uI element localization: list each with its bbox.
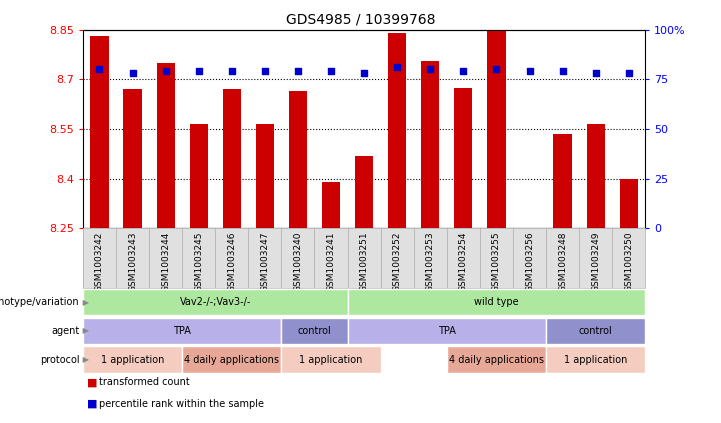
Bar xyxy=(554,134,572,228)
Text: 1 application: 1 application xyxy=(101,354,164,365)
Text: Vav2-/-;Vav3-/-: Vav2-/-;Vav3-/- xyxy=(180,297,251,307)
Text: GSM1003252: GSM1003252 xyxy=(393,231,402,292)
Text: control: control xyxy=(579,326,613,336)
Bar xyxy=(322,182,340,228)
Bar xyxy=(421,61,439,228)
Text: 4 daily applications: 4 daily applications xyxy=(185,354,279,365)
Bar xyxy=(90,36,109,228)
Text: 1 application: 1 application xyxy=(564,354,627,365)
Bar xyxy=(587,124,605,228)
Bar xyxy=(289,91,307,228)
Text: GSM1003253: GSM1003253 xyxy=(426,231,435,292)
Point xyxy=(358,70,370,77)
Text: ▶: ▶ xyxy=(80,326,89,335)
Point xyxy=(160,68,172,75)
Text: TPA: TPA xyxy=(173,326,191,336)
Bar xyxy=(388,33,407,228)
Point xyxy=(557,68,568,75)
Text: GSM1003255: GSM1003255 xyxy=(492,231,501,292)
Point xyxy=(458,68,469,75)
Text: 4 daily applications: 4 daily applications xyxy=(449,354,544,365)
Text: GSM1003248: GSM1003248 xyxy=(558,231,567,292)
Point xyxy=(523,68,535,75)
Point xyxy=(491,66,503,73)
Point xyxy=(325,68,337,75)
Point xyxy=(425,66,436,73)
Bar xyxy=(256,124,274,228)
Text: 1 application: 1 application xyxy=(299,354,363,365)
Text: GSM1003251: GSM1003251 xyxy=(360,231,368,292)
Text: agent: agent xyxy=(51,326,79,336)
Bar xyxy=(223,89,241,228)
Text: GSM1003254: GSM1003254 xyxy=(459,231,468,292)
Text: wild type: wild type xyxy=(474,297,518,307)
Text: GSM1003247: GSM1003247 xyxy=(260,231,270,292)
Text: GSM1003243: GSM1003243 xyxy=(128,231,137,292)
Text: control: control xyxy=(298,326,332,336)
Text: protocol: protocol xyxy=(40,354,79,365)
Text: genotype/variation: genotype/variation xyxy=(0,297,79,307)
Point xyxy=(94,66,105,73)
Point xyxy=(127,70,138,77)
Text: GSM1003245: GSM1003245 xyxy=(194,231,203,292)
Bar xyxy=(123,89,141,228)
Point xyxy=(226,68,237,75)
Point xyxy=(259,68,270,75)
Text: TPA: TPA xyxy=(438,326,456,336)
Bar xyxy=(156,63,174,228)
Point xyxy=(392,64,403,71)
Bar xyxy=(190,124,208,228)
Text: ■: ■ xyxy=(87,398,97,409)
Text: ▶: ▶ xyxy=(80,297,89,307)
Text: transformed count: transformed count xyxy=(99,377,190,387)
Text: GSM1003240: GSM1003240 xyxy=(293,231,302,292)
Text: GSM1003249: GSM1003249 xyxy=(591,231,600,292)
Text: GSM1003241: GSM1003241 xyxy=(327,231,335,292)
Text: percentile rank within the sample: percentile rank within the sample xyxy=(99,398,264,409)
Bar xyxy=(355,156,373,228)
Text: GDS4985 / 10399768: GDS4985 / 10399768 xyxy=(286,13,435,27)
Point xyxy=(292,68,304,75)
Text: GSM1003256: GSM1003256 xyxy=(525,231,534,292)
Text: GSM1003246: GSM1003246 xyxy=(227,231,236,292)
Text: GSM1003244: GSM1003244 xyxy=(161,231,170,292)
Text: GSM1003250: GSM1003250 xyxy=(624,231,633,292)
Bar xyxy=(619,179,638,228)
Text: ▶: ▶ xyxy=(80,355,89,364)
Text: GSM1003242: GSM1003242 xyxy=(95,231,104,292)
Point xyxy=(590,70,601,77)
Bar xyxy=(487,30,505,228)
Text: ■: ■ xyxy=(87,377,97,387)
Bar xyxy=(454,88,472,228)
Point xyxy=(193,68,205,75)
Point xyxy=(623,70,634,77)
